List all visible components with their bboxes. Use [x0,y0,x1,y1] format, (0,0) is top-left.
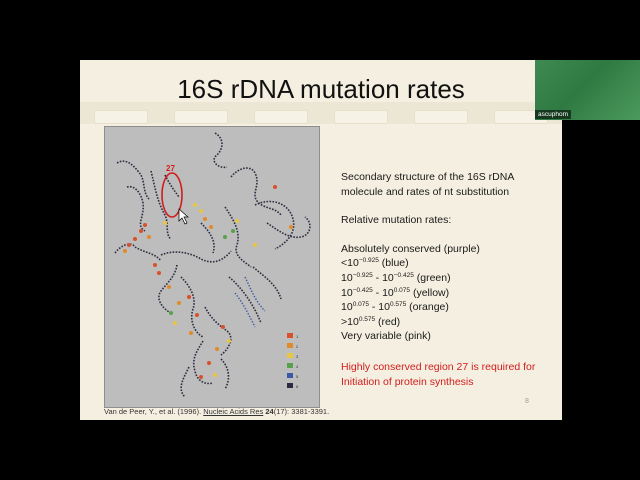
decor-shape [334,110,388,124]
decor-shape [94,110,148,124]
participant-name-label: ascuphom [535,110,571,119]
mouse-cursor-icon [178,208,189,225]
region-27-highlight-ellipse [161,172,183,218]
decor-shape [254,110,308,124]
rate-red: >100.575 (red) [341,315,401,328]
slide-title: 16S rDNA mutation rates [177,74,465,104]
highlight-note: Highly conserved region 27 is required f… [341,360,536,373]
rdna-structure-image: 27 1 2 3 4 5 6 [114,132,311,398]
svg-text:6: 6 [296,384,299,389]
rate-orange: 100.075 - 100.575 (orange) [341,301,449,314]
rate-yellow: 10−0.425 - 100.075 (yellow) [341,286,450,299]
svg-text:4: 4 [296,364,299,369]
svg-text:5: 5 [296,374,299,379]
rate-blue: <10−0.925 (blue) [341,257,409,270]
figure-citation: Van de Peer, Y., et al. (1996). Nucleic … [104,407,329,416]
decor-shape [174,110,228,124]
figure-legend: 1 2 3 4 5 6 [287,333,299,389]
presentation-slide: 16S rDNA mutation rates [80,60,562,420]
citation-authors: Van de Peer, Y., et al. (1996). [104,407,202,416]
description-line: molecule and rates of nt substitution [341,185,510,198]
rate-conserved: Absolutely conserved (purple) [341,242,480,255]
slide-text-column: Secondary structure of the 16S rDNA mole… [341,170,556,389]
description-line: Secondary structure of the 16S rDNA [341,171,515,183]
decor-shape [414,110,468,124]
region-27-label: 27 [166,164,175,173]
rates-heading: Relative mutation rates: [341,214,452,227]
citation-pages: (17): 3381-3391. [273,407,330,416]
citation-journal-link[interactable]: Nucleic Acids Res [203,407,264,416]
slide-page-number: 8 [525,398,529,405]
participant-video-tile[interactable]: ascuphom [535,60,640,120]
svg-text:1: 1 [296,334,299,339]
highlight-note: Initiation of protein synthesis [341,375,474,388]
rate-variable: Very variable (pink) [341,330,431,343]
rate-green: 10−0.925 - 10−0.425 (green) [341,271,451,284]
citation-volume: 24 [265,407,274,416]
svg-text:2: 2 [296,344,299,349]
slide-decor-band [80,102,562,124]
svg-text:3: 3 [296,354,299,359]
rdna-secondary-structure-figure: 27 1 2 3 4 5 6 [104,126,320,408]
